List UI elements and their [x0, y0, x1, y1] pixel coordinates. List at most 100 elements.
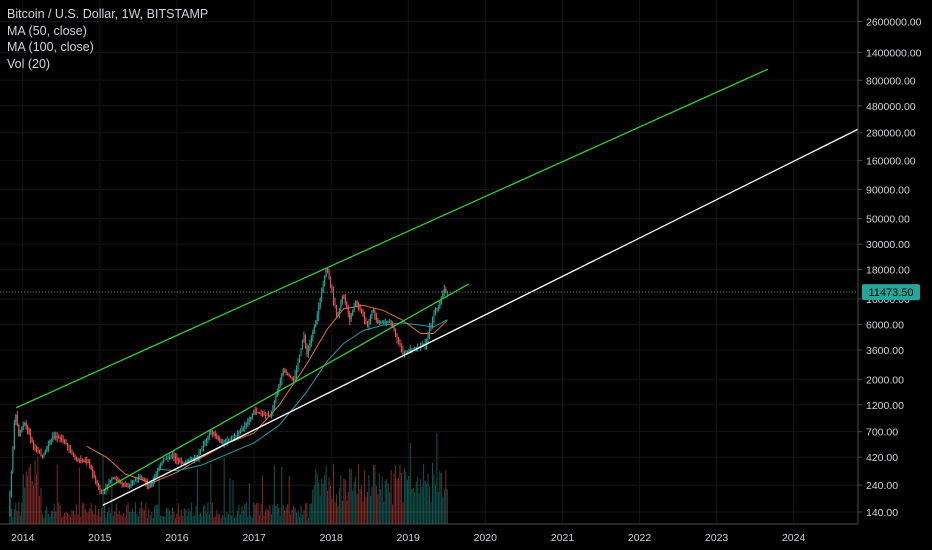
candle-body	[229, 438, 231, 440]
candle-body	[232, 437, 234, 439]
volume-bar	[22, 474, 24, 524]
candle-body	[337, 312, 339, 315]
candle-body	[149, 485, 151, 487]
candle-body	[186, 460, 188, 462]
volume-bar	[327, 490, 329, 524]
candle-body	[69, 448, 72, 451]
volume-bar	[321, 478, 323, 524]
candle-body	[412, 349, 414, 351]
volume-bar	[192, 516, 194, 524]
candle-body	[173, 456, 175, 458]
candle-body	[163, 459, 165, 462]
candle-body	[55, 435, 57, 437]
candle-body	[77, 459, 79, 461]
volume-bar	[300, 505, 302, 524]
candle-body	[321, 291, 323, 300]
volume-bar	[353, 481, 355, 524]
candle-body	[152, 479, 154, 483]
volume-bar	[194, 515, 196, 524]
volume-bar	[31, 480, 33, 524]
candle-body	[127, 486, 129, 488]
candle-body	[121, 482, 123, 484]
candlestick-series	[9, 267, 448, 517]
channel-top-line[interactable]	[15, 68, 769, 409]
volume-bar	[400, 473, 402, 524]
channel-bottom-line[interactable]	[102, 283, 470, 492]
candle-body	[343, 296, 345, 298]
candle-body	[307, 348, 309, 355]
volume-bar	[371, 486, 373, 524]
volume-bar	[118, 510, 120, 524]
volume-bar	[109, 512, 111, 524]
candle-body	[313, 326, 315, 332]
instrument-title[interactable]: Bitcoin / U.S. Dollar, 1W, BITSTAMP	[7, 7, 209, 21]
volume-bar	[380, 489, 382, 524]
time-axis[interactable]: 2014 2015 2016 2017 2018 2019 2020 2021 2022 2023…	[11, 532, 805, 544]
volume-bar	[349, 469, 351, 524]
volume-bar	[420, 479, 422, 524]
volume-bar	[341, 501, 343, 524]
candle-body	[213, 431, 215, 434]
trend-lines	[15, 68, 859, 506]
volume-bar	[56, 465, 58, 524]
candle-body	[437, 307, 439, 309]
volume-bar	[134, 502, 137, 524]
volume-bar	[288, 476, 290, 524]
ma50-label[interactable]: MA (50, close)	[7, 23, 87, 38]
candle-body	[9, 493, 11, 516]
candle-body	[168, 457, 171, 459]
candle-body	[174, 456, 176, 459]
volume-bar	[372, 464, 374, 524]
candle-body	[381, 322, 383, 324]
candle-body	[114, 477, 116, 479]
candle-body	[205, 439, 207, 442]
candle-body	[377, 320, 379, 323]
volume-bar	[303, 510, 305, 524]
volume-bar	[358, 464, 360, 524]
candle-body	[383, 322, 385, 324]
candle-body	[117, 479, 119, 481]
volume-bar	[324, 475, 326, 524]
volume-bar	[272, 505, 274, 524]
volume-bar	[344, 479, 346, 524]
volume-bar	[111, 481, 113, 524]
candle-body	[53, 435, 55, 437]
candle-body	[301, 342, 303, 349]
candle-body	[330, 278, 332, 286]
volume-bar	[86, 512, 88, 524]
volume-bar	[443, 489, 445, 524]
candle-body	[154, 476, 156, 480]
candle-body	[353, 305, 355, 311]
volume-bar	[170, 514, 172, 524]
volume-bar	[81, 502, 83, 524]
volume-bar	[136, 514, 138, 524]
candle-body	[24, 423, 26, 425]
candle-body	[207, 436, 209, 440]
support-line[interactable]	[102, 128, 859, 506]
ma100-label[interactable]: MA (100, close)	[7, 40, 94, 54]
x-tick-label: 2016	[165, 532, 189, 544]
candle-body	[396, 334, 398, 338]
volume-bar	[204, 505, 206, 524]
volume-bar	[83, 503, 85, 524]
volume-bar	[297, 510, 299, 524]
candle-body	[182, 462, 184, 464]
candle-body	[102, 491, 104, 494]
volume-bar	[61, 517, 63, 524]
volume-bar	[231, 515, 233, 524]
candle-body	[426, 339, 428, 344]
volume-bar	[176, 513, 178, 524]
y-tick-label: 6000.00	[866, 319, 904, 331]
volume-bar	[75, 504, 77, 524]
volume-bar	[395, 465, 397, 524]
candle-body	[244, 425, 246, 428]
candle-body	[19, 431, 21, 436]
candle-body	[170, 456, 172, 458]
volume-bar	[217, 514, 219, 524]
volume-bar	[402, 502, 404, 524]
candle-body	[241, 429, 243, 431]
volume-label[interactable]: Vol (20)	[7, 56, 51, 71]
candle-body	[68, 446, 70, 449]
price-axis[interactable]: 2600000.00 1400000.00 800000.00 480000.00 28…	[858, 16, 922, 519]
